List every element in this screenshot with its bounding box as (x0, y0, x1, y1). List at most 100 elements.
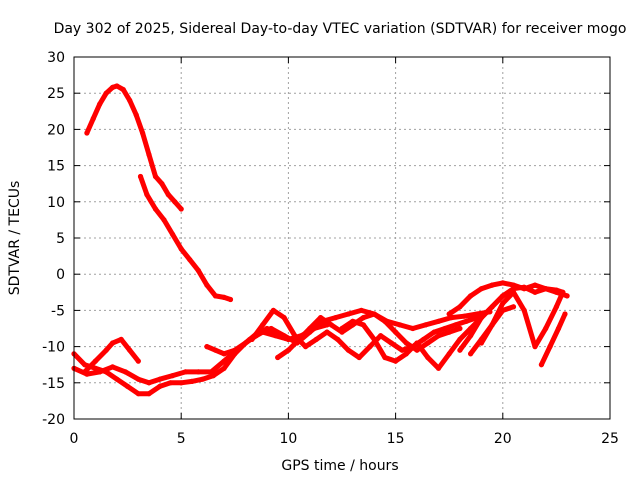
series-arc-7 (249, 307, 480, 360)
data-point (281, 315, 287, 321)
data-point (110, 364, 116, 370)
data-point (167, 380, 174, 386)
y-tick-label: 15 (47, 159, 65, 175)
data-point (435, 318, 442, 324)
data-point (97, 369, 103, 375)
data-point (125, 383, 131, 389)
data-point (468, 351, 474, 357)
data-point (92, 365, 98, 371)
data-point (195, 268, 201, 274)
data-point (122, 369, 129, 375)
data-point (118, 336, 124, 342)
data-point (399, 347, 405, 353)
data-point (378, 333, 384, 339)
data-point (270, 307, 276, 313)
data-point (457, 336, 463, 342)
data-point (232, 347, 238, 353)
y-tick-label: 10 (47, 195, 65, 211)
series-arc-1 (84, 83, 184, 212)
data-point (538, 362, 545, 368)
y-axis-title: SDTVAR / TECUs (7, 181, 23, 296)
data-point (281, 333, 287, 339)
data-point (371, 311, 377, 317)
data-point (114, 376, 120, 382)
data-point (182, 369, 189, 375)
data-point (97, 101, 103, 107)
data-point (562, 311, 568, 317)
x-tick-label: 0 (70, 431, 79, 447)
data-point (500, 280, 506, 286)
data-series (71, 83, 570, 397)
data-point (114, 83, 120, 89)
data-point (275, 354, 281, 361)
data-point (200, 376, 206, 382)
y-tick-label: 30 (47, 50, 65, 66)
data-point (313, 336, 319, 342)
data-point (103, 90, 109, 96)
x-tick-label: 15 (387, 431, 405, 447)
data-point (478, 340, 484, 346)
data-point (242, 340, 249, 346)
data-point (328, 322, 334, 328)
data-point (159, 181, 165, 187)
y-tick-label: -10 (42, 340, 65, 356)
data-point (543, 325, 549, 332)
data-point (547, 344, 553, 350)
data-point (500, 307, 506, 313)
data-point (172, 199, 178, 205)
data-point (457, 347, 463, 353)
data-point (442, 325, 448, 332)
data-point (521, 284, 527, 290)
data-point (303, 344, 309, 350)
data-point (446, 351, 452, 357)
data-point (367, 344, 373, 350)
data-point (135, 358, 141, 364)
data-point (382, 354, 388, 361)
axes: 0 5 10 15 20 25 -20 -15 -10 -5 0 5 10 15 20 25 30 (42, 50, 619, 447)
data-point (146, 152, 152, 158)
data-point (146, 391, 152, 397)
y-tick-label: -5 (51, 303, 65, 319)
data-point (178, 206, 184, 212)
x-tick-label: 5 (177, 431, 186, 447)
data-point (221, 351, 227, 357)
data-point (268, 325, 274, 332)
data-point (82, 369, 88, 375)
data-point (296, 336, 302, 342)
data-point (425, 354, 431, 361)
chart-title: Day 302 of 2025, Sidereal Day-to-day VTE… (54, 21, 627, 37)
data-point (135, 391, 141, 397)
series-arc-13 (478, 304, 516, 346)
data-point (532, 282, 538, 288)
data-point (521, 307, 527, 313)
data-point (474, 311, 480, 317)
data-point (170, 373, 176, 379)
data-point (292, 333, 298, 339)
data-point (178, 380, 184, 386)
data-point (468, 333, 474, 339)
data-point (553, 304, 560, 310)
data-point (170, 231, 176, 237)
data-point (489, 282, 495, 288)
x-tick-label: 10 (279, 431, 297, 447)
data-point (423, 322, 429, 328)
data-point (345, 347, 351, 353)
data-point (397, 322, 403, 328)
x-tick-label: 20 (494, 431, 512, 447)
data-point (90, 115, 96, 122)
data-point (84, 130, 90, 136)
data-point (388, 340, 394, 346)
data-point (435, 333, 442, 339)
data-point (204, 282, 210, 288)
data-point (461, 313, 467, 319)
data-point (393, 329, 399, 335)
data-point (92, 358, 98, 364)
data-point (285, 347, 291, 353)
data-point (435, 365, 442, 371)
data-point (208, 369, 214, 375)
y-tick-label: 25 (47, 86, 65, 102)
data-point (356, 354, 362, 361)
data-point (446, 311, 452, 317)
y-tick-label: -15 (42, 376, 65, 392)
data-point (137, 173, 144, 180)
